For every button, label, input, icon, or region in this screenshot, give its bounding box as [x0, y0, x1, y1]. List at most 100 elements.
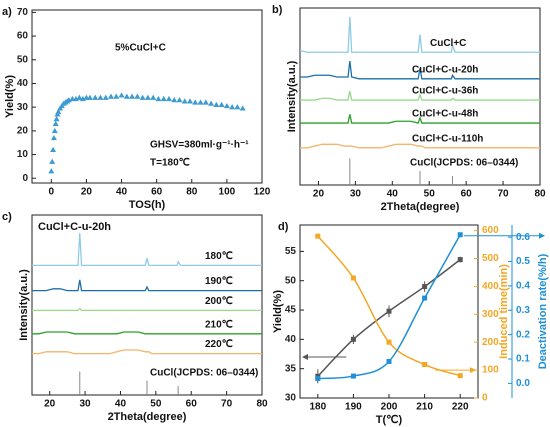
- data-point: [176, 97, 183, 103]
- data-point: [129, 93, 136, 99]
- data-point: [422, 284, 428, 290]
- data-point: [144, 94, 151, 100]
- data-point: [53, 116, 60, 122]
- x-tick-label: 210: [416, 402, 433, 413]
- data-point: [102, 94, 109, 100]
- x-tick-label: 80: [186, 187, 198, 198]
- data-point: [202, 99, 209, 105]
- annotation: GHSV=380ml·g⁻¹·h⁻¹: [150, 140, 249, 151]
- data-point: [197, 99, 204, 105]
- series-label: 210℃: [205, 319, 233, 330]
- x-tick-label: 40: [387, 189, 399, 200]
- data-point: [118, 92, 125, 98]
- data-point: [234, 104, 241, 110]
- panel-label: c): [2, 211, 12, 223]
- series-label: 220℃: [205, 339, 233, 350]
- x-tick-label: 70: [221, 399, 233, 410]
- x-tick-label: 0: [49, 187, 55, 198]
- x-tick-label: 60: [151, 187, 163, 198]
- data-point: [457, 257, 463, 263]
- series-label: CuCl+C-u-110h: [412, 133, 483, 144]
- y2-axis-label: Induced time(min): [498, 264, 510, 359]
- x-tick-label: 200: [381, 402, 398, 413]
- data-point: [315, 233, 321, 239]
- data-point: [457, 232, 463, 238]
- x-tick-label: 20: [44, 399, 56, 410]
- yticks-tick-label: 30: [285, 393, 297, 404]
- x-axis-label: 2Theta(degree): [381, 201, 460, 213]
- data-point: [350, 336, 356, 342]
- spectrum-line: [300, 143, 540, 149]
- y3ticks-tick-label: 0.3: [516, 305, 530, 316]
- spectrum-line: [32, 331, 262, 335]
- spectrum-line: [299, 16, 540, 53]
- y-axis-label: Yield(%): [4, 75, 16, 118]
- series-label: CuCl+C-u-48h: [412, 109, 478, 120]
- data-point: [181, 98, 188, 104]
- reference-label: CuCl(JCPDS: 06–0344): [150, 368, 258, 379]
- series-label: CuCl+C-u-20h: [412, 64, 478, 75]
- y3ticks-tick-label: 0.6: [516, 232, 530, 243]
- y3ticks-tick-label: 0.5: [516, 256, 530, 267]
- yticks-tick-label: 20: [17, 126, 29, 137]
- x-tick-label: 70: [498, 189, 510, 200]
- spectrum-line: [32, 232, 262, 267]
- y2ticks-tick-label: 600: [482, 225, 499, 236]
- yticks-tick-label: 50: [17, 54, 29, 65]
- data-point: [108, 93, 115, 99]
- series-label: CuCl+C: [430, 38, 466, 49]
- series-label: CuCl+C-u-36h: [412, 86, 478, 97]
- x-tick-label: 220: [452, 402, 469, 413]
- data-point: [350, 275, 356, 281]
- data-point: [350, 373, 356, 379]
- y-axis-label: Intensity(a.u.): [286, 60, 298, 132]
- spectrum-line: [300, 114, 540, 124]
- fit-curve: [317, 259, 461, 377]
- data-point: [49, 158, 56, 164]
- x-tick-label: 120: [254, 187, 271, 198]
- yticks-tick-label: 45: [285, 305, 297, 316]
- yticks-tick-label: 70: [17, 7, 29, 18]
- x-tick-label: 180: [309, 402, 326, 413]
- data-point: [192, 99, 199, 105]
- x-tick-label: 190: [345, 402, 362, 413]
- y3ticks-tick-label: 0.1: [516, 354, 530, 365]
- yticks-tick-label: 60: [17, 31, 29, 42]
- yticks-tick-label: 35: [285, 363, 297, 374]
- data-point: [386, 308, 392, 314]
- data-point: [97, 94, 104, 100]
- spectrum-line: [300, 61, 540, 80]
- yticks-tick-label: 40: [285, 334, 297, 345]
- panel-title: CuCl+C-u-20h: [38, 221, 111, 233]
- x-tick-label: 20: [313, 189, 325, 200]
- y3ticks-tick-label: 0.4: [516, 281, 530, 292]
- spectrum-line: [32, 307, 262, 312]
- panel-label: b): [272, 4, 283, 16]
- series-label: 180℃: [205, 251, 233, 262]
- data-point: [386, 339, 392, 345]
- x-tick-label: 50: [150, 399, 162, 410]
- data-point: [155, 95, 162, 102]
- x-tick-label: 20: [81, 187, 93, 198]
- y-axis-label: Yield(%): [272, 290, 284, 333]
- data-point: [223, 102, 230, 109]
- spectrum-line: [300, 91, 540, 101]
- x-tick-label: 60: [461, 189, 473, 200]
- data-point: [51, 127, 58, 134]
- data-point: [457, 373, 463, 379]
- yticks-tick-label: 30: [17, 102, 29, 113]
- x-axis-label: TOS(h): [129, 199, 166, 211]
- series-label: 200℃: [205, 296, 233, 307]
- data-point: [52, 120, 59, 126]
- data-point: [422, 295, 428, 301]
- series-label: 190℃: [205, 276, 233, 287]
- x-axis-label: 2Theta(degree): [108, 411, 187, 423]
- annotation: T=180℃: [150, 158, 190, 169]
- panel-label: a): [2, 6, 12, 18]
- yticks-tick-label: 40: [17, 78, 29, 89]
- data-point: [229, 104, 236, 110]
- data-point: [50, 134, 57, 141]
- y3-axis-label: Deactivation rate(%/h): [537, 253, 549, 369]
- data-point: [139, 94, 146, 100]
- y-axis-label: Intensity(a.u.): [18, 269, 30, 341]
